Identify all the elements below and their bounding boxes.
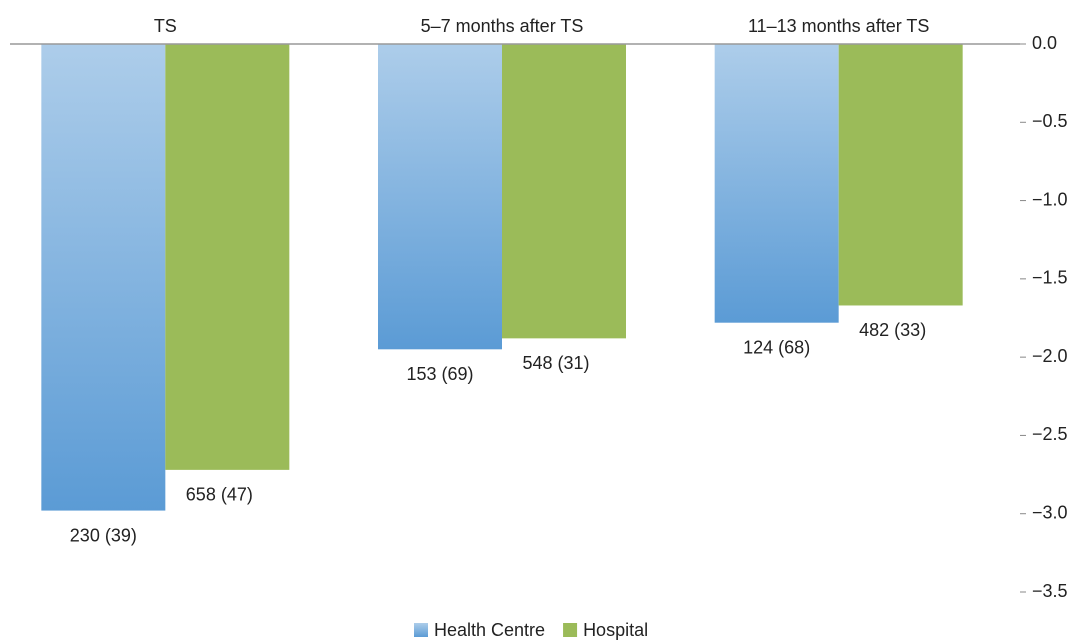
bar: [838, 44, 963, 306]
y-tick-label: −2.5: [1032, 424, 1068, 444]
bar-label: 230 (39): [70, 525, 137, 545]
bar-label: 153 (69): [406, 364, 473, 384]
bar: [165, 44, 290, 470]
y-tick-label: −3.5: [1032, 581, 1068, 601]
bar: [378, 44, 502, 350]
bar-label: 658 (47): [186, 485, 253, 505]
y-tick-label: −1.5: [1032, 268, 1068, 288]
y-tick-label: −3.0: [1032, 502, 1068, 522]
legend-swatch: [414, 623, 428, 637]
legend-label: Hospital: [583, 620, 648, 640]
legend-swatch: [563, 623, 578, 637]
y-tick-label: 0.0: [1032, 33, 1057, 53]
category-label: 11–13 months after TS: [748, 16, 929, 36]
y-tick-label: −1.0: [1032, 189, 1068, 209]
y-tick-label: −2.0: [1032, 346, 1068, 366]
category-label: 5–7 months after TS: [421, 16, 584, 36]
category-label: TS: [154, 16, 177, 36]
legend-label: Health Centre: [434, 620, 545, 640]
bar-label: 548 (31): [522, 353, 589, 373]
bar: [41, 44, 166, 511]
bar-label: 124 (68): [743, 337, 810, 357]
bar: [714, 44, 839, 323]
bar: [502, 44, 626, 339]
y-tick-label: −0.5: [1032, 111, 1068, 131]
bar-label: 482 (33): [859, 320, 926, 340]
